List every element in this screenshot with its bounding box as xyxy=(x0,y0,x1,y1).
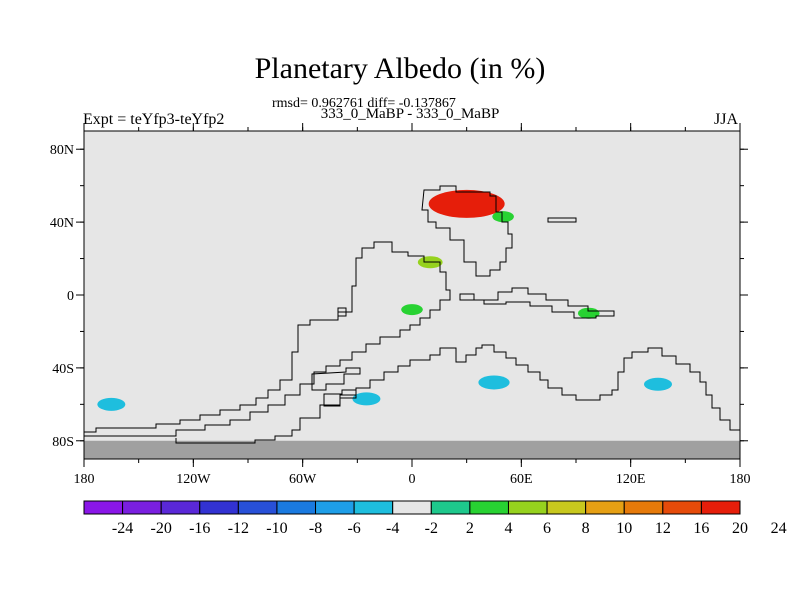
chart-title: Planetary Albedo (in %) xyxy=(254,52,546,85)
colorbar-swatch xyxy=(392,500,432,515)
x-tick-label: 60W xyxy=(289,472,317,487)
colorbar-label: -2 xyxy=(425,520,438,537)
stats-subtitle: rmsd= 0.962761 diff= -0.137867 xyxy=(272,96,456,111)
season-label: JJA xyxy=(714,111,739,128)
colorbar-swatch xyxy=(276,500,317,515)
colorbar-swatch xyxy=(507,500,548,515)
colorbar-swatch xyxy=(546,500,587,515)
colorbar-swatch xyxy=(353,500,394,515)
continent-outline-north xyxy=(421,185,513,277)
continent-outlines xyxy=(83,185,740,444)
anomaly-patch xyxy=(126,416,152,429)
colorbar-swatch xyxy=(199,500,239,515)
plot-background xyxy=(84,131,740,459)
colorbar-swatch xyxy=(430,500,471,515)
colorbar-swatch xyxy=(160,500,201,515)
colorbar-label: 10 xyxy=(616,520,632,537)
anomaly-patch xyxy=(97,397,126,411)
continent-outline-strip xyxy=(547,217,577,223)
colorbar-label: 4 xyxy=(504,520,512,537)
y-tick-label: 80S xyxy=(52,435,74,450)
anomaly-patch xyxy=(428,189,505,218)
anomaly-patches xyxy=(97,189,689,429)
anomaly-patch xyxy=(644,377,672,391)
period-subtitle: 333_0_MaBP - 333_0_MaBP xyxy=(320,106,500,122)
colorbar-label: -6 xyxy=(347,520,360,537)
colorbar-swatch xyxy=(83,500,124,515)
continent-outline-east xyxy=(459,287,615,319)
colorbar-label: 8 xyxy=(582,520,590,537)
y-tick-label: 40N xyxy=(50,216,74,231)
x-tick-label: 180 xyxy=(74,472,95,487)
colorbar-swatch xyxy=(700,500,741,515)
anomaly-patch xyxy=(262,398,288,411)
colorbar-label: -20 xyxy=(151,520,172,537)
colorbar-label: 24 xyxy=(771,520,787,537)
continent-outline-main xyxy=(83,241,451,437)
anomaly-patch xyxy=(208,411,234,424)
anomaly-patch xyxy=(352,392,381,406)
colorbar-swatch xyxy=(623,500,664,515)
x-axis: 180 120W 60W 0 60E 120E 180 xyxy=(74,123,751,487)
colorbar-label: -4 xyxy=(386,520,399,537)
anomaly-patch xyxy=(492,211,514,223)
colorbar-swatch xyxy=(469,500,509,515)
continent-outline-inland xyxy=(311,307,361,407)
anomaly-patch xyxy=(445,376,470,389)
colorbar: -24 -20 -16 -12 -10 -8 -6 -4 -2 2 4 6 8 10 12 16 20 24 xyxy=(83,500,787,537)
missing-data-band xyxy=(84,440,740,459)
colorbar-swatch xyxy=(585,500,625,515)
colorbar-swatch xyxy=(315,500,355,515)
x-tick-label: 120E xyxy=(616,472,646,487)
y-tick-label: 0 xyxy=(67,289,74,304)
y-tick-label: 40S xyxy=(52,362,74,377)
colorbar-label: 12 xyxy=(655,520,671,537)
colorbar-swatch xyxy=(237,500,278,515)
colorbar-label: 6 xyxy=(543,520,551,537)
continent-outline-lower xyxy=(175,344,740,444)
colorbar-label: -10 xyxy=(266,520,287,537)
colorbar-label: -16 xyxy=(189,520,210,537)
x-tick-label: 180 xyxy=(730,472,751,487)
colorbar-swatch xyxy=(122,500,162,515)
y-axis: 80N 40N 0 40S 80S xyxy=(50,143,748,450)
colorbar-label: 20 xyxy=(732,520,748,537)
y-tick-label: 80N xyxy=(50,143,74,158)
x-tick-label: 0 xyxy=(409,472,416,487)
colorbar-label: -8 xyxy=(309,520,322,537)
colorbar-label: 2 xyxy=(466,520,474,537)
anomaly-patch xyxy=(577,307,600,319)
anomaly-patch xyxy=(478,375,510,390)
anomaly-patch xyxy=(401,304,423,316)
colorbar-label: -24 xyxy=(112,520,133,537)
map-plot-area: 80N 40N 0 40S 80S 180 120W 60W 0 60E 120E 180 xyxy=(50,123,751,487)
experiment-label: Expt = teYfp3-teYfp2 xyxy=(83,111,225,128)
colorbar-swatch xyxy=(662,500,702,515)
colorbar-label: -12 xyxy=(228,520,249,537)
colorbar-label: 16 xyxy=(693,520,709,537)
x-tick-label: 120W xyxy=(176,472,211,487)
x-tick-label: 60E xyxy=(510,472,533,487)
